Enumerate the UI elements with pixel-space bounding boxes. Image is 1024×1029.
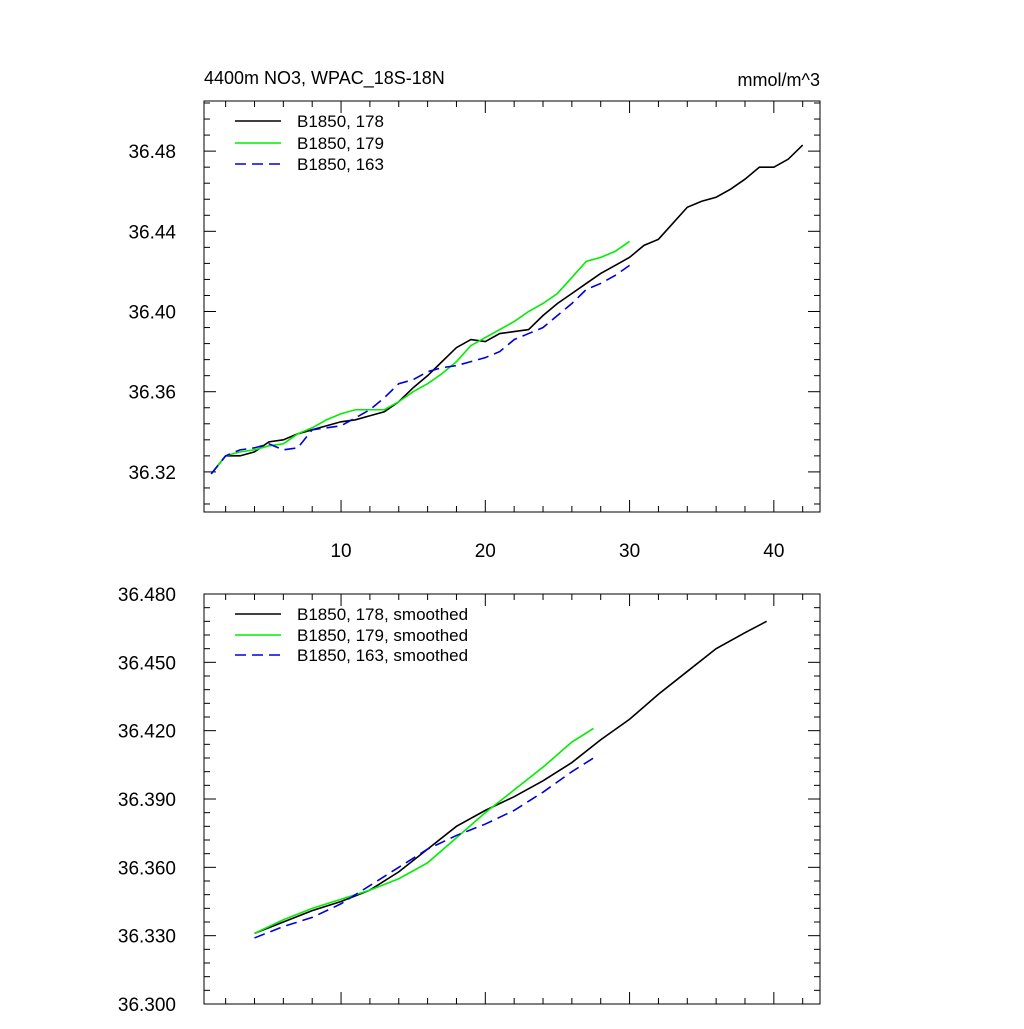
units-label: mmol/m^3 xyxy=(738,70,820,90)
series-line-b1850-179-smoothed xyxy=(254,728,593,933)
top-series-group xyxy=(211,145,803,474)
x-tick-label: 40 xyxy=(763,541,784,562)
y-tick-label: 36.36 xyxy=(128,383,176,404)
top-axis-ticks: 10 20 30 40 36.32 36.36 36.40 36.44 36.48 xyxy=(128,101,820,562)
y-tick-label: 36.390 xyxy=(118,790,176,811)
top-panel: 4400m NO3, WPAC_18S-18N mmol/m^3 10 20 30 4… xyxy=(128,68,820,562)
y-tick-label: 36.360 xyxy=(118,858,176,879)
legend-label-b1850-179: B1850, 179 xyxy=(297,134,384,153)
y-tick-label: 36.420 xyxy=(118,722,176,743)
legend-label-b1850-178-smoothed: B1850, 178, smoothed xyxy=(297,605,468,624)
y-tick-label: 36.40 xyxy=(128,303,176,324)
bottom-series-group xyxy=(254,621,766,938)
y-tick-label: 36.44 xyxy=(128,222,176,243)
series-line-b1850-178 xyxy=(211,145,802,474)
top-legend: B1850, 178 B1850, 179 B1850, 163 xyxy=(235,112,384,174)
y-tick-label: 36.32 xyxy=(128,463,176,484)
x-tick-label: 10 xyxy=(330,541,351,562)
legend-label-b1850-163-smoothed: B1850, 163, smoothed xyxy=(297,646,468,665)
x-tick-label: 20 xyxy=(475,541,496,562)
y-tick-label: 36.480 xyxy=(118,585,176,606)
legend-label-b1850-178: B1850, 178 xyxy=(297,112,384,131)
y-tick-label: 36.330 xyxy=(118,927,176,948)
legend-label-b1850-163: B1850, 163 xyxy=(297,155,384,174)
series-line-b1850-179 xyxy=(211,241,629,474)
x-tick-label: 30 xyxy=(619,541,640,562)
bottom-legend: B1850, 178, smoothed B1850, 179, smoothe… xyxy=(235,605,468,665)
bottom-panel: 36.300 36.330 36.360 36.390 36.420 36.450 36.4… xyxy=(118,585,820,1016)
legend-label-b1850-179-smoothed: B1850, 179, smoothed xyxy=(297,626,468,645)
series-line-b1850-178-smoothed xyxy=(254,621,766,933)
y-tick-label: 36.48 xyxy=(128,142,176,163)
y-tick-label: 36.450 xyxy=(118,653,176,674)
y-tick-label: 36.300 xyxy=(118,995,176,1016)
top-panel-title: 4400m NO3, WPAC_18S-18N xyxy=(204,68,445,89)
